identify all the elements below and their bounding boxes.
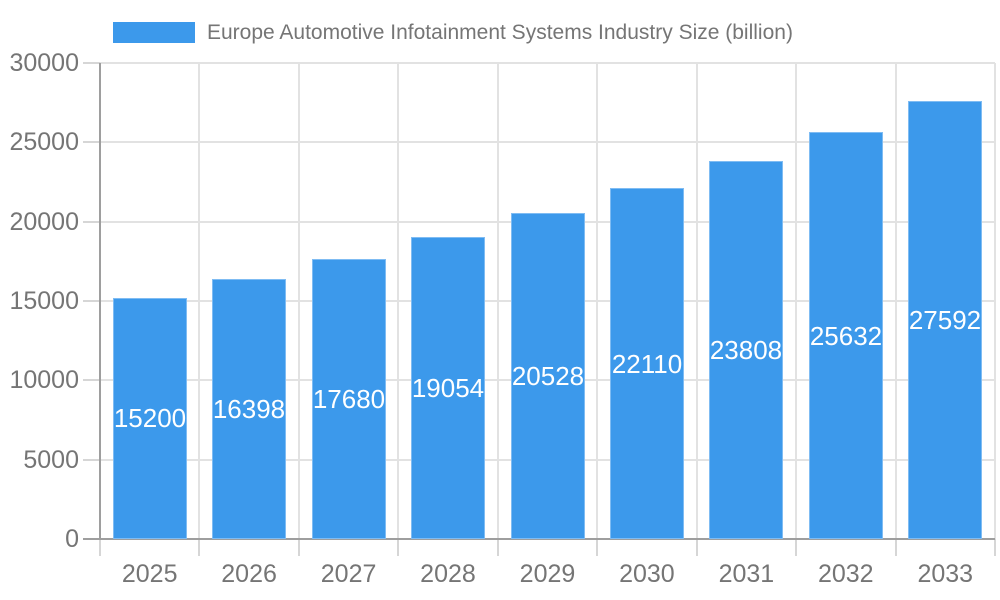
y-tick-label: 25000 xyxy=(9,128,79,157)
bar[interactable]: 22110 xyxy=(610,188,684,539)
v-gridline xyxy=(297,63,300,539)
x-tick xyxy=(695,539,698,556)
y-tick-label: 15000 xyxy=(9,287,79,315)
y-tick xyxy=(83,220,100,223)
bar-value-label: 19054 xyxy=(411,372,485,403)
v-gridline xyxy=(496,63,499,539)
y-tick xyxy=(83,300,100,302)
h-gridline xyxy=(100,62,995,64)
chart-legend[interactable]: Europe Automotive Infotainment Systems I… xyxy=(113,22,793,43)
x-tick xyxy=(496,539,499,556)
v-gridline xyxy=(795,63,798,539)
legend-label: Europe Automotive Infotainment Systems I… xyxy=(207,21,793,44)
bar-value-label: 20528 xyxy=(511,361,585,392)
bar-value-label: 22110 xyxy=(611,348,683,379)
y-tick-label: 0 xyxy=(65,525,79,553)
bar-value-label: 15200 xyxy=(113,403,187,434)
h-gridline xyxy=(100,141,995,144)
legend-swatch xyxy=(113,22,195,43)
v-gridline xyxy=(894,63,897,539)
y-tick-label: 5000 xyxy=(23,445,79,474)
v-gridline xyxy=(596,63,599,539)
bar[interactable]: 17680 xyxy=(312,258,386,539)
x-tick xyxy=(297,539,300,556)
y-tick xyxy=(83,379,100,382)
v-gridline xyxy=(994,63,996,539)
x-tick-label: 2027 xyxy=(320,560,377,588)
x-tick xyxy=(596,539,599,556)
x-tick xyxy=(795,539,798,556)
y-tick-label: 30000 xyxy=(9,49,79,77)
x-tick xyxy=(198,539,201,556)
v-gridline xyxy=(695,63,698,539)
bar-value-label: 25632 xyxy=(809,320,883,351)
v-gridline xyxy=(397,63,400,539)
bar[interactable]: 23808 xyxy=(709,161,783,539)
bar[interactable]: 16398 xyxy=(212,278,286,539)
x-tick-label: 2032 xyxy=(817,560,874,588)
x-tick-label: 2028 xyxy=(420,560,476,588)
x-tick xyxy=(994,539,996,556)
bar[interactable]: 15200 xyxy=(113,297,187,539)
x-tick xyxy=(99,539,101,556)
y-tick xyxy=(83,458,100,461)
bar[interactable]: 27592 xyxy=(908,101,982,539)
x-tick-label: 2033 xyxy=(917,560,974,588)
y-tick xyxy=(83,62,100,64)
x-axis-line xyxy=(83,538,995,540)
x-tick-label: 2030 xyxy=(619,560,675,588)
y-tick-label: 10000 xyxy=(9,366,79,395)
y-axis-line xyxy=(99,63,101,539)
bar-value-label: 16398 xyxy=(212,393,286,424)
x-tick-label: 2029 xyxy=(519,560,576,588)
y-tick xyxy=(83,141,100,144)
x-tick-label: 2026 xyxy=(221,560,277,588)
bar-value-label: 17680 xyxy=(312,383,386,414)
x-tick xyxy=(894,539,897,556)
bar[interactable]: 19054 xyxy=(411,236,485,539)
bar-value-label: 23808 xyxy=(709,335,783,366)
y-tick-label: 20000 xyxy=(9,207,79,236)
bar[interactable]: 25632 xyxy=(809,132,883,539)
v-gridline xyxy=(198,63,201,539)
x-tick xyxy=(397,539,400,556)
bar[interactable]: 20528 xyxy=(511,213,585,539)
bar-value-label: 27592 xyxy=(908,305,982,336)
x-tick-label: 2031 xyxy=(718,560,775,588)
x-tick-label: 2025 xyxy=(121,560,178,588)
